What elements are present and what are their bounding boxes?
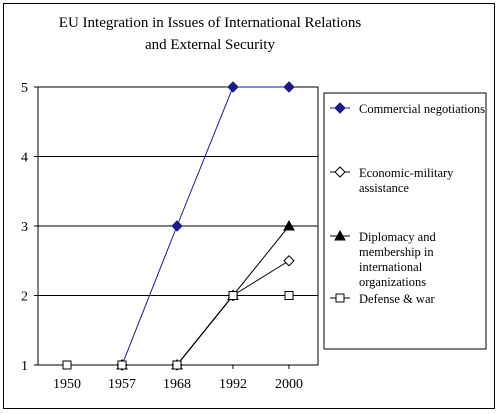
y-tick-label: 5 (21, 81, 28, 96)
chart-title-line-1: EU Integration in Issues of Internationa… (58, 15, 362, 31)
legend-marker (334, 166, 346, 178)
data-point-3 (283, 219, 295, 231)
x-tick-label: 1957 (108, 377, 136, 392)
legend-label: Diplomacy and (359, 230, 436, 244)
legend-label: organizations (359, 275, 426, 289)
data-point-1 (283, 81, 295, 93)
data-point-4 (228, 291, 238, 300)
x-tick-label: 1992 (219, 377, 247, 392)
data-point-4 (117, 360, 127, 370)
legend-label: international (359, 260, 423, 274)
legend-marker (334, 229, 346, 241)
data-point-1 (171, 220, 183, 232)
y-tick-label: 2 (21, 290, 28, 305)
legend-label: membership in (359, 245, 434, 259)
x-tick-label: 1950 (53, 377, 81, 392)
series-line-4 (67, 295, 289, 366)
series-line-2 (122, 260, 290, 366)
legend-label: assistance (359, 181, 409, 195)
x-tick-label: 2000 (275, 377, 303, 392)
series-line-1 (121, 86, 289, 366)
data-point-2 (283, 255, 295, 267)
x-tick-label: 1968 (163, 377, 191, 392)
legend-label: Defense & war (359, 292, 435, 306)
y-tick-label: 4 (21, 151, 28, 166)
chart-title-line-2: and External Security (145, 37, 275, 53)
y-tick-label: 3 (21, 220, 28, 235)
data-point-4 (284, 291, 294, 300)
legend-marker (335, 293, 345, 303)
chart-title: EU Integration in Issues of Internationa… (0, 12, 420, 56)
y-tick-label: 1 (21, 359, 28, 374)
data-point-4 (172, 360, 182, 370)
legend-marker (334, 102, 346, 114)
data-point-1 (227, 81, 239, 93)
legend-label: Commercial negotiations (359, 102, 485, 116)
legend-label: Economic-military (359, 166, 454, 180)
data-point-4 (62, 360, 72, 370)
legend (323, 92, 487, 350)
